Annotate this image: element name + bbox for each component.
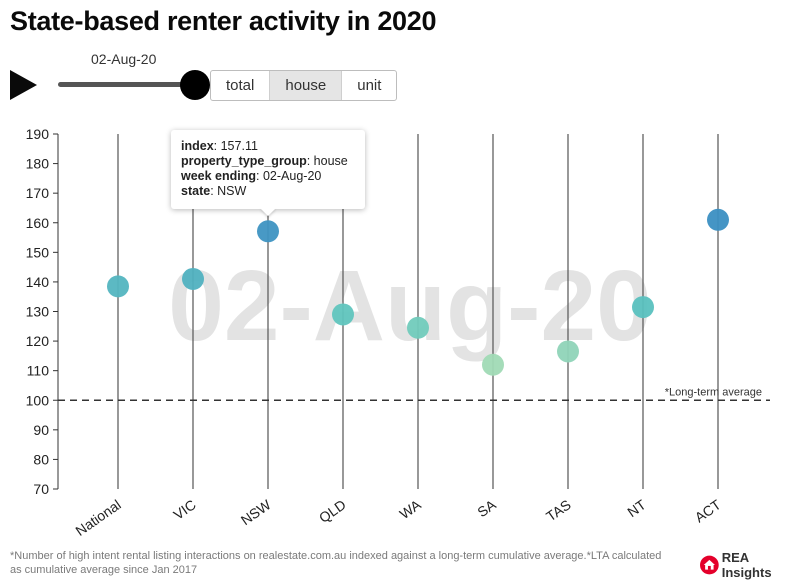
slider-date-label: 02-Aug-20 bbox=[91, 51, 157, 67]
x-tick-label-wa: WA bbox=[396, 496, 424, 522]
x-tick-label-sa: SA bbox=[474, 496, 499, 520]
y-tick-label-160: 160 bbox=[26, 215, 50, 231]
tooltip-key-week-ending: week ending bbox=[181, 169, 257, 183]
date-watermark: 02-Aug-20 bbox=[168, 250, 651, 362]
data-point-national bbox=[107, 275, 129, 298]
data-point-sa bbox=[482, 353, 504, 376]
x-tick-label-qld: QLD bbox=[316, 496, 349, 526]
data-point-act bbox=[707, 208, 729, 231]
toggle-house-button[interactable]: house bbox=[270, 71, 343, 100]
x-tick-label-act: ACT bbox=[692, 496, 724, 525]
y-tick-label-100: 100 bbox=[26, 392, 50, 408]
house-logo-icon bbox=[700, 555, 719, 575]
data-point-vic bbox=[182, 267, 204, 290]
x-tick-label-national: National bbox=[72, 496, 123, 539]
y-tick-label-70: 70 bbox=[33, 481, 49, 497]
tooltip-key-index: index bbox=[181, 139, 214, 153]
y-tick-label-120: 120 bbox=[26, 333, 50, 349]
y-tick-label-110: 110 bbox=[27, 363, 50, 379]
x-tick-label-tas: TAS bbox=[543, 496, 574, 524]
date-slider-track[interactable] bbox=[58, 82, 192, 87]
y-tick-label-140: 140 bbox=[26, 274, 50, 290]
data-point-tas bbox=[557, 340, 579, 363]
chart-area: 02-Aug-20 70 80 90 100 110 120 130 140 150 160 170 1… bbox=[26, 126, 770, 539]
tooltip-value-state: NSW bbox=[217, 184, 247, 198]
y-tick-label-180: 180 bbox=[26, 156, 50, 172]
logo-text: REA Insights bbox=[721, 550, 772, 580]
y-tick-label-190: 190 bbox=[26, 126, 50, 142]
x-tick-label-nt: NT bbox=[624, 496, 649, 520]
data-point-qld bbox=[332, 303, 354, 326]
data-tooltip: index: 157.11 property_type_group: house… bbox=[171, 130, 365, 209]
y-tick-label-170: 170 bbox=[26, 185, 50, 201]
tooltip-value-index: 157.11 bbox=[220, 139, 258, 153]
y-tick-label-80: 80 bbox=[33, 451, 49, 467]
data-point-nt bbox=[632, 296, 654, 319]
tooltip-key-property-type: property_type_group bbox=[181, 154, 307, 168]
toggle-unit-button[interactable]: unit bbox=[357, 77, 382, 94]
rea-insights-logo: REA Insights bbox=[700, 550, 797, 580]
y-tick-label-130: 130 bbox=[26, 304, 50, 320]
tooltip-key-state: state bbox=[181, 184, 211, 198]
x-tick-label-vic: VIC bbox=[170, 496, 198, 522]
footnote: *Number of high intent rental listing in… bbox=[10, 550, 662, 576]
y-tick-label-90: 90 bbox=[33, 422, 49, 438]
chart-title: State-based renter activity in 2020 bbox=[10, 6, 437, 36]
tooltip-value-week-ending: 02-Aug-20 bbox=[262, 169, 322, 183]
tooltip-arrow bbox=[260, 208, 276, 216]
data-point-wa bbox=[407, 316, 429, 339]
property-type-toggle: total house unit bbox=[210, 70, 398, 101]
x-tick-label-nsw: NSW bbox=[238, 496, 275, 528]
toggle-total-button[interactable]: total bbox=[211, 71, 271, 100]
date-slider-thumb[interactable] bbox=[180, 70, 210, 100]
play-icon[interactable] bbox=[10, 70, 37, 100]
y-tick-label-150: 150 bbox=[26, 244, 50, 260]
long-term-average-label: *Long-term average bbox=[665, 386, 762, 398]
tooltip-value-property-type: house bbox=[313, 154, 348, 168]
data-point-nsw bbox=[257, 220, 279, 243]
